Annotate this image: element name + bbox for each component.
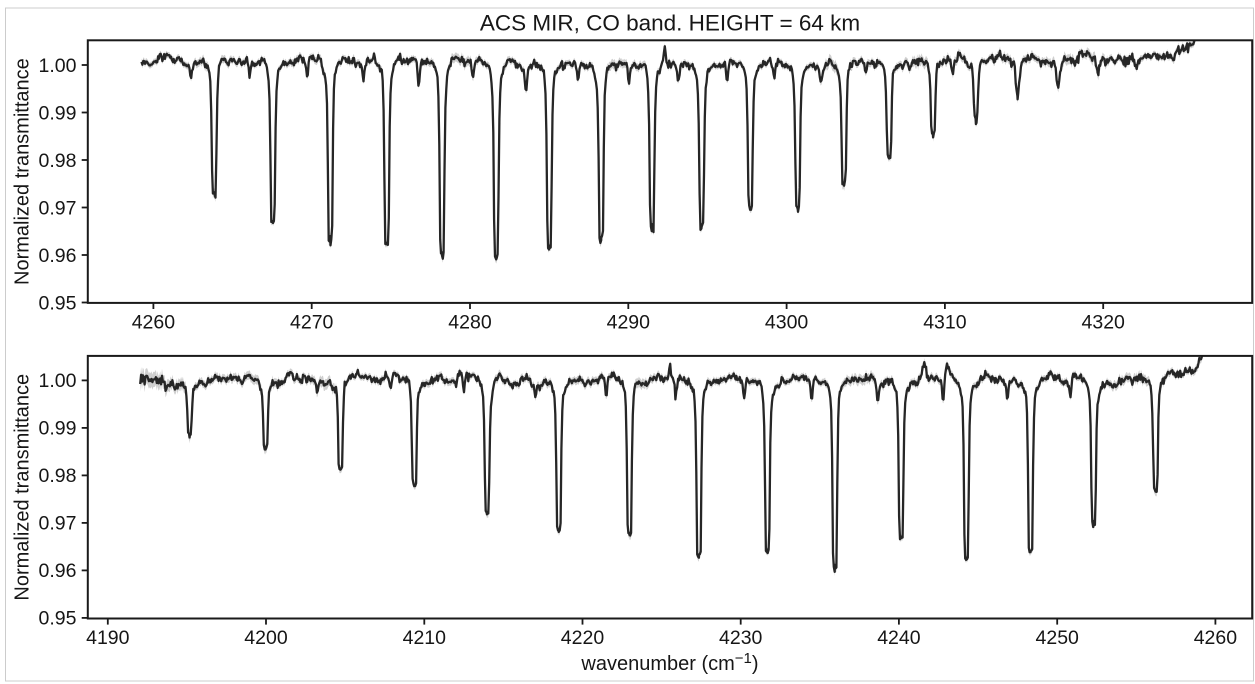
svg-text:4280: 4280 bbox=[448, 312, 492, 334]
svg-text:4220: 4220 bbox=[561, 627, 605, 649]
svg-text:wavenumber (cm−1): wavenumber (cm−1) bbox=[580, 650, 758, 675]
svg-text:4210: 4210 bbox=[403, 627, 447, 649]
svg-text:4240: 4240 bbox=[877, 627, 921, 649]
svg-text:4300: 4300 bbox=[765, 312, 809, 334]
svg-text:4230: 4230 bbox=[719, 627, 763, 649]
svg-text:4260: 4260 bbox=[132, 312, 176, 334]
svg-text:4290: 4290 bbox=[607, 312, 651, 334]
svg-text:Normalized transmittance: Normalized transmittance bbox=[11, 58, 33, 285]
svg-text:4250: 4250 bbox=[1036, 627, 1080, 649]
svg-text:1.00: 1.00 bbox=[39, 55, 77, 77]
svg-text:4200: 4200 bbox=[244, 627, 288, 649]
svg-text:1.00: 1.00 bbox=[39, 370, 77, 392]
svg-text:0.95: 0.95 bbox=[39, 292, 77, 314]
svg-text:0.97: 0.97 bbox=[39, 197, 77, 219]
svg-text:0.99: 0.99 bbox=[39, 418, 77, 440]
svg-text:0.98: 0.98 bbox=[39, 150, 77, 172]
svg-text:4320: 4320 bbox=[1082, 312, 1126, 334]
svg-text:4310: 4310 bbox=[923, 312, 967, 334]
svg-text:4260: 4260 bbox=[1194, 627, 1238, 649]
svg-text:0.99: 0.99 bbox=[39, 102, 77, 124]
svg-text:0.96: 0.96 bbox=[39, 245, 77, 267]
svg-text:Normalized transmittance: Normalized transmittance bbox=[11, 374, 33, 601]
svg-text:4190: 4190 bbox=[86, 627, 130, 649]
svg-text:0.97: 0.97 bbox=[39, 513, 77, 535]
svg-text:ACS MIR, CO band. HEIGHT = 64: ACS MIR, CO band. HEIGHT = 64 km bbox=[480, 11, 860, 36]
svg-text:0.96: 0.96 bbox=[39, 560, 77, 582]
svg-text:4270: 4270 bbox=[290, 312, 334, 334]
svg-text:0.98: 0.98 bbox=[39, 465, 77, 487]
svg-text:0.95: 0.95 bbox=[39, 608, 77, 630]
